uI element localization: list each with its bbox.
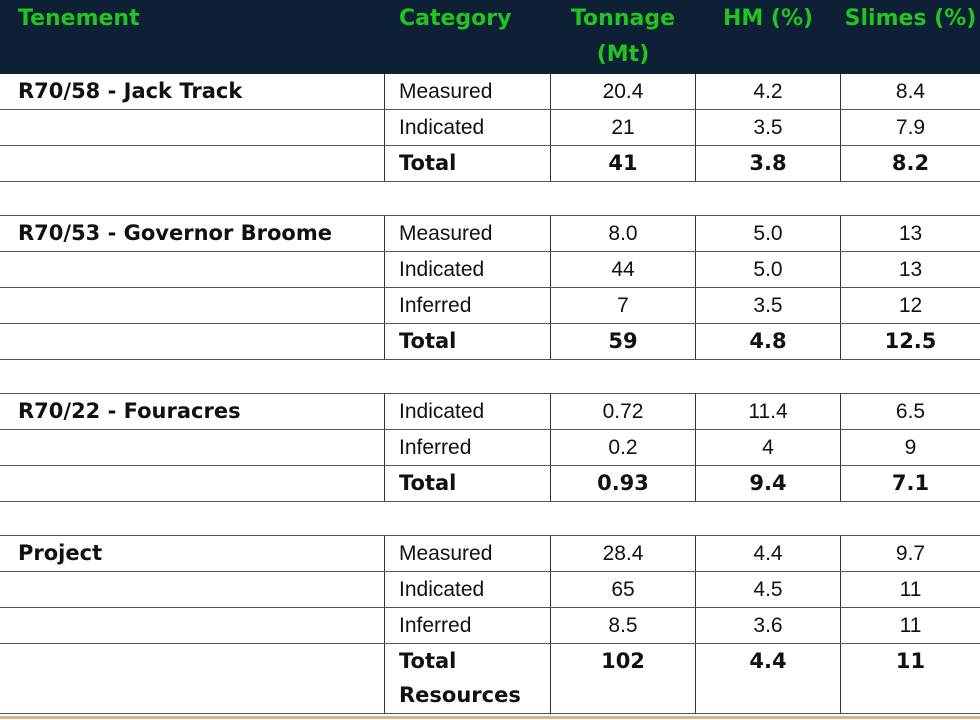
- category-cell: Total Resources: [384, 644, 550, 713]
- header-tenement: Tenement: [18, 6, 140, 31]
- category-cell: Indicated: [384, 572, 550, 607]
- category-cell: Inferred: [384, 608, 550, 643]
- table-row: Total Resources 102 4.4 11: [0, 644, 980, 714]
- tonnage-cell: 20.4: [550, 74, 695, 109]
- hm-cell: 4: [695, 430, 840, 465]
- table-row: Total 59 4.8 12.5: [0, 324, 980, 360]
- table-row: Project Measured 28.4 4.4 9.7: [0, 536, 980, 572]
- group-spacer: [0, 360, 980, 394]
- hm-cell: 5.0: [695, 252, 840, 287]
- category-cell: Inferred: [384, 288, 550, 323]
- tonnage-cell: 21: [550, 110, 695, 145]
- tenement-cell: [0, 146, 384, 181]
- tonnage-cell: 8.0: [550, 216, 695, 251]
- header-hm: HM (%): [695, 0, 840, 74]
- category-cell: Measured: [384, 536, 550, 571]
- category-cell: Indicated: [384, 394, 550, 429]
- table-row: Inferred 8.5 3.6 11: [0, 608, 980, 644]
- tenement-cell: [0, 572, 384, 607]
- slimes-cell: 12.5: [840, 324, 980, 359]
- hm-cell: 11.4: [695, 394, 840, 429]
- category-cell: Total: [384, 324, 550, 359]
- table-header: Tenement Category Tonnage (Mt) HM (%) Sl…: [0, 0, 980, 74]
- table-row: Indicated 21 3.5 7.9: [0, 110, 980, 146]
- table-row: Inferred 7 3.5 12: [0, 288, 980, 324]
- slimes-cell: 8.4: [840, 74, 980, 109]
- tonnage-cell: 65: [550, 572, 695, 607]
- tonnage-cell: 59: [550, 324, 695, 359]
- bottom-rule: [0, 716, 980, 719]
- tonnage-cell: 8.5: [550, 608, 695, 643]
- slimes-cell: 13: [840, 252, 980, 287]
- slimes-cell: 7.1: [840, 466, 980, 501]
- tenement-cell: R70/58 - Jack Track: [18, 79, 243, 103]
- tenement-cell: [0, 324, 384, 359]
- tonnage-cell: 28.4: [550, 536, 695, 571]
- header-slimes: Slimes (%): [840, 0, 980, 74]
- slimes-cell: 9.7: [840, 536, 980, 571]
- tenement-cell: Project: [18, 541, 103, 565]
- table-row: R70/22 - Fouracres Indicated 0.72 11.4 6.5: [0, 394, 980, 430]
- tonnage-cell: 0.2: [550, 430, 695, 465]
- hm-cell: 3.6: [695, 608, 840, 643]
- slimes-cell: 8.2: [840, 146, 980, 181]
- category-cell: Indicated: [384, 252, 550, 287]
- group-spacer: [0, 502, 980, 536]
- hm-cell: 5.0: [695, 216, 840, 251]
- slimes-cell: 11: [840, 644, 980, 713]
- tonnage-cell: 0.72: [550, 394, 695, 429]
- hm-cell: 9.4: [695, 466, 840, 501]
- category-cell: Measured: [384, 216, 550, 251]
- tonnage-cell: 102: [550, 644, 695, 713]
- hm-cell: 3.5: [695, 110, 840, 145]
- table-row: Inferred 0.2 4 9: [0, 430, 980, 466]
- category-cell: Total: [384, 466, 550, 501]
- tonnage-cell: 44: [550, 252, 695, 287]
- slimes-cell: 12: [840, 288, 980, 323]
- table-row: R70/58 - Jack Track Measured 20.4 4.2 8.4: [0, 74, 980, 110]
- tonnage-cell: 7: [550, 288, 695, 323]
- tonnage-cell: 0.93: [550, 466, 695, 501]
- tenement-cell: [0, 110, 384, 145]
- table-row: R70/53 - Governor Broome Measured 8.0 5.0 13: [0, 216, 980, 252]
- hm-cell: 4.8: [695, 324, 840, 359]
- tenement-cell: R70/22 - Fouracres: [18, 399, 241, 423]
- slimes-cell: 11: [840, 572, 980, 607]
- tenement-cell: R70/53 - Governor Broome: [18, 221, 332, 245]
- table-row: Indicated 65 4.5 11: [0, 572, 980, 608]
- hm-cell: 4.2: [695, 74, 840, 109]
- tenement-cell: [0, 644, 384, 713]
- tenement-cell: [0, 252, 384, 287]
- hm-cell: 3.5: [695, 288, 840, 323]
- hm-cell: 4.4: [695, 536, 840, 571]
- table-row: Total 0.93 9.4 7.1: [0, 466, 980, 502]
- category-cell: Total: [384, 146, 550, 181]
- slimes-cell: 9: [840, 430, 980, 465]
- hm-cell: 3.8: [695, 146, 840, 181]
- tenement-cell: [0, 608, 384, 643]
- group-spacer: [0, 182, 980, 216]
- table-row: Total 41 3.8 8.2: [0, 146, 980, 182]
- category-cell: Measured: [384, 74, 550, 109]
- header-tonnage: Tonnage (Mt): [550, 0, 695, 74]
- header-category: Category: [384, 0, 550, 74]
- slimes-cell: 6.5: [840, 394, 980, 429]
- category-cell: Indicated: [384, 110, 550, 145]
- tenement-cell: [0, 430, 384, 465]
- slimes-cell: 7.9: [840, 110, 980, 145]
- tenement-cell: [0, 466, 384, 501]
- hm-cell: 4.4: [695, 644, 840, 713]
- hm-cell: 4.5: [695, 572, 840, 607]
- tenement-cell: [0, 288, 384, 323]
- tonnage-cell: 41: [550, 146, 695, 181]
- slimes-cell: 11: [840, 608, 980, 643]
- table-row: Indicated 44 5.0 13: [0, 252, 980, 288]
- table-body: R70/58 - Jack Track Measured 20.4 4.2 8.4 Ind…: [0, 74, 980, 714]
- slimes-cell: 13: [840, 216, 980, 251]
- category-cell: Inferred: [384, 430, 550, 465]
